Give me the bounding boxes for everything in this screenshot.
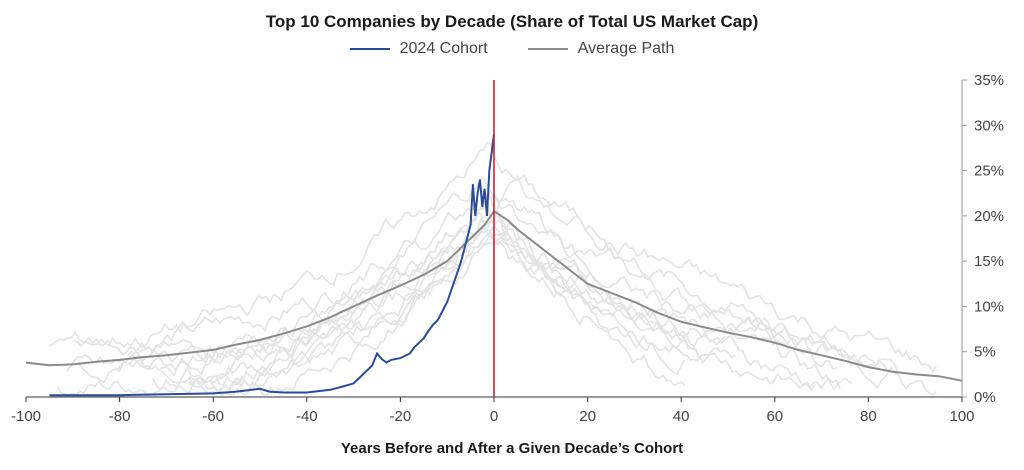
legend-item-cohort: 2024 Cohort xyxy=(349,40,488,58)
x-axis-label: Years Before and After a Given Decade’s … xyxy=(340,440,684,457)
x-tick-label: 40 xyxy=(673,408,690,425)
y-tick-label: 35% xyxy=(974,72,1004,89)
background-cohort-path xyxy=(65,217,899,377)
legend-label-average: Average Path xyxy=(577,40,675,57)
x-tick-label: -60 xyxy=(202,408,224,425)
chart-title: Top 10 Companies by Decade (Share of Tot… xyxy=(265,12,759,31)
series-line-2024-cohort xyxy=(49,134,495,397)
legend-label-cohort: 2024 Cohort xyxy=(399,40,488,57)
x-tick-label: -20 xyxy=(390,408,412,425)
y-tick-label: 20% xyxy=(974,208,1004,225)
background-cohort-path xyxy=(126,177,686,387)
y-tick-label: 15% xyxy=(974,253,1004,270)
background-cohort-path xyxy=(188,210,841,397)
y-tick-label: 25% xyxy=(974,163,1004,180)
y-tick-label: 10% xyxy=(974,298,1004,315)
legend-item-average: Average Path xyxy=(527,40,675,58)
background-cohort-path xyxy=(48,142,937,374)
y-tick-label: 5% xyxy=(974,344,996,361)
background-cohort-path xyxy=(151,222,707,396)
chart-legend: 2024 Cohort Average Path xyxy=(0,40,1024,58)
x-tick-label: 100 xyxy=(949,408,974,425)
background-cohort-path xyxy=(56,215,736,397)
x-tick-label: 60 xyxy=(766,408,783,425)
legend-swatch-average xyxy=(527,48,568,50)
background-cohort-path xyxy=(210,174,890,397)
background-cohort-path xyxy=(77,224,686,384)
background-cohort-path xyxy=(73,188,853,391)
x-tick-label: 0 xyxy=(490,408,498,425)
x-tick-label: -80 xyxy=(109,408,131,425)
background-cohort-path xyxy=(117,210,837,377)
y-tick-label: 0% xyxy=(974,389,996,406)
legend-swatch-cohort xyxy=(349,48,390,50)
x-tick-label: -100 xyxy=(11,408,41,425)
x-tick-label: -40 xyxy=(296,408,318,425)
y-tick-label: 30% xyxy=(974,117,1004,134)
x-tick-label: 80 xyxy=(860,408,877,425)
x-tick-label: 20 xyxy=(579,408,596,425)
